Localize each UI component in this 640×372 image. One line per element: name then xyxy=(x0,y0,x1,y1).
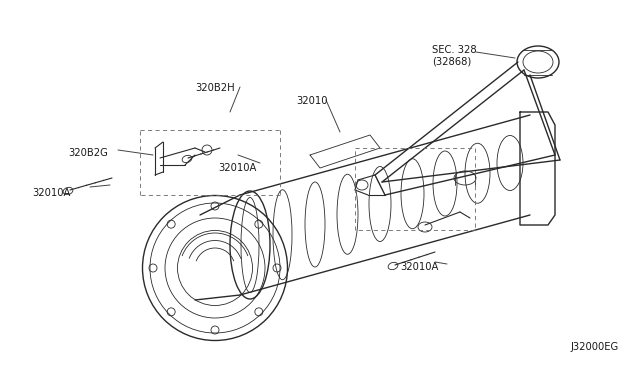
Text: 32010A: 32010A xyxy=(218,163,257,173)
Text: 320B2H: 320B2H xyxy=(195,83,235,93)
Text: SEC. 328
(32868): SEC. 328 (32868) xyxy=(432,45,477,67)
Text: 32010A: 32010A xyxy=(32,188,70,198)
Text: 32010: 32010 xyxy=(296,96,328,106)
Text: 32010A: 32010A xyxy=(400,262,438,272)
Text: 320B2G: 320B2G xyxy=(68,148,108,158)
Text: J32000EG: J32000EG xyxy=(570,342,618,352)
